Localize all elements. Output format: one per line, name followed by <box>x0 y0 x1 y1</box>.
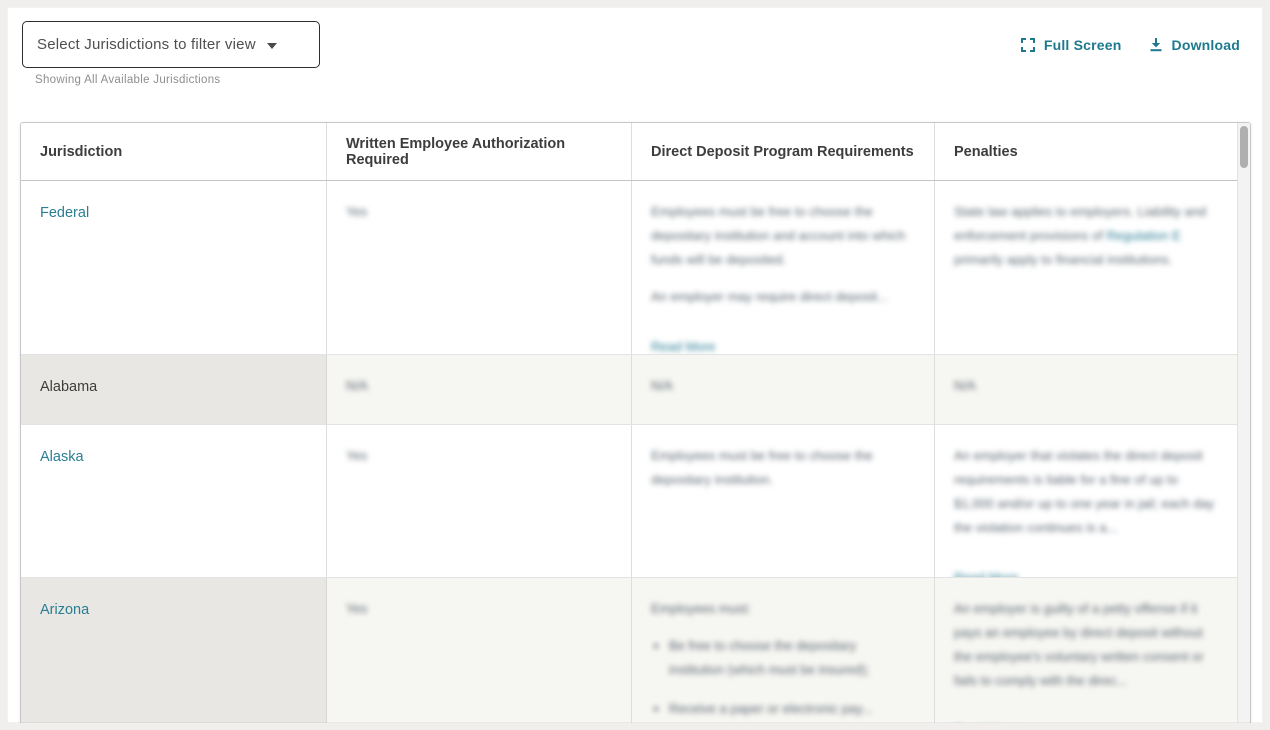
read-more-link[interactable]: Read More <box>651 339 716 355</box>
requirements-text: An employer may require direct deposit..… <box>651 289 888 305</box>
full-screen-button[interactable]: Full Screen <box>1020 37 1122 53</box>
download-icon <box>1149 37 1163 53</box>
table-row-arizona: Arizona Yes Employees must: Be free to c… <box>21 578 1250 723</box>
authorization-cell: N/A <box>327 355 632 424</box>
requirements-bullet: Be free to choose the depositary institu… <box>669 634 914 682</box>
jurisdiction-link-federal[interactable]: Federal <box>40 205 90 221</box>
jurisdiction-cell: Alabama <box>21 355 327 424</box>
read-more-link[interactable]: Read More <box>954 719 1018 723</box>
caret-down-icon <box>266 42 277 49</box>
penalties-text: State law applies to employers. Liabilit… <box>954 200 1217 272</box>
requirements-cell: Employees must be free to choose the dep… <box>632 425 935 577</box>
requirements-bullet: Receive a paper or electronic pay... <box>669 697 914 721</box>
table-scrollbar-thumb[interactable] <box>1240 126 1248 168</box>
penalties-cell: State law applies to employers. Liabilit… <box>935 181 1237 354</box>
penalties-cell: N/A <box>935 355 1237 424</box>
requirements-text: Employees must be free to choose the dep… <box>651 204 906 268</box>
jurisdiction-label-alabama: Alabama <box>40 379 98 395</box>
jurisdiction-link-arizona[interactable]: Arizona <box>40 602 90 618</box>
requirements-text: Employees must be free to choose the dep… <box>651 448 873 488</box>
authorization-value: Yes <box>346 204 368 219</box>
jurisdiction-cell: Federal <box>21 181 327 354</box>
jurisdiction-filter-label: Select Jurisdictions to filter view <box>37 36 256 53</box>
penalties-cell: An employer is guilty of a petty offense… <box>935 578 1237 723</box>
jurisdiction-cell: Arizona <box>21 578 327 723</box>
requirements-cell: Employees must: Be free to choose the de… <box>632 578 935 723</box>
authorization-value: Yes <box>346 601 368 616</box>
column-header-penalties: Penalties <box>954 143 1018 160</box>
fullscreen-icon <box>1020 38 1035 52</box>
table-row-alaska: Alaska Yes Employees must be free to cho… <box>21 425 1250 578</box>
requirements-bullet-list: Be free to choose the depositary institu… <box>651 634 914 721</box>
authorization-value: N/A <box>346 378 368 393</box>
jurisdiction-table: Jurisdiction Written Employee Authorizat… <box>20 122 1251 723</box>
penalties-text: An employer that violates the direct dep… <box>954 448 1215 536</box>
download-button[interactable]: Download <box>1149 37 1240 53</box>
showing-jurisdictions-caption: Showing All Available Jurisdictions <box>35 74 221 86</box>
penalties-text: An employer is guilty of a petty offense… <box>954 601 1204 689</box>
requirements-text: Employees must: <box>651 601 751 616</box>
penalties-text-part: primarily apply to financial institution… <box>954 252 1173 268</box>
table-row-federal: Federal Yes Employees must be free to ch… <box>21 181 1250 355</box>
column-header-requirements: Direct Deposit Program Requirements <box>632 123 935 180</box>
penalties-text-part: State law applies to employers. Liabilit… <box>954 204 1207 244</box>
authorization-cell: Yes <box>327 181 632 354</box>
authorization-cell: Yes <box>327 425 632 577</box>
regulation-e-link[interactable]: Regulation E <box>1106 228 1181 244</box>
table-scrollbar-track[interactable] <box>1237 123 1250 723</box>
table-actions: Full Screen Download <box>1020 37 1240 53</box>
read-more-link[interactable]: Read More <box>954 570 1019 578</box>
authorization-cell: Yes <box>327 578 632 723</box>
penalties-text: N/A <box>954 378 976 393</box>
column-header-authorization: Written Employee Authorization Required <box>327 123 632 180</box>
table-header-row: Jurisdiction Written Employee Authorizat… <box>21 123 1250 181</box>
download-label: Download <box>1171 37 1240 53</box>
jurisdiction-link-alaska[interactable]: Alaska <box>40 449 84 465</box>
requirements-cell: Employees must be free to choose the dep… <box>632 181 935 355</box>
requirements-text: N/A <box>651 378 673 393</box>
full-screen-label: Full Screen <box>1043 37 1122 53</box>
penalties-cell: An employer that violates the direct dep… <box>935 425 1237 578</box>
jurisdiction-filter-dropdown[interactable]: Select Jurisdictions to filter view <box>22 21 320 68</box>
jurisdiction-cell: Alaska <box>21 425 327 577</box>
column-header-jurisdiction: Jurisdiction <box>21 123 327 180</box>
requirements-cell: N/A <box>632 355 935 424</box>
authorization-value: Yes <box>346 448 368 463</box>
table-row-alabama: Alabama N/A N/A N/A <box>21 355 1250 425</box>
